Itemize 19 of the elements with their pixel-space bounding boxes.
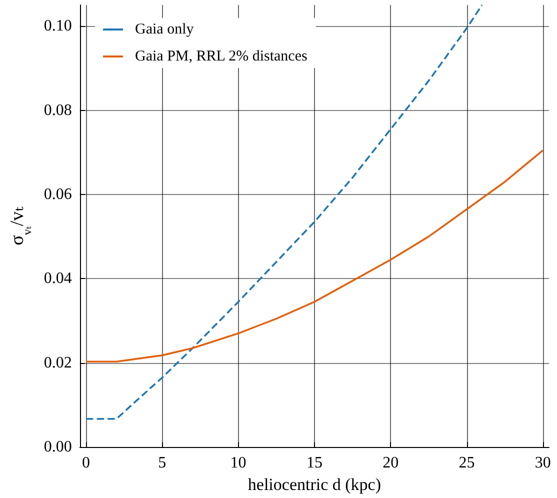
x-tick-label: 15: [306, 454, 322, 472]
x-tick-label: 10: [230, 454, 246, 472]
y-tick-label: 0.04: [44, 270, 72, 288]
line-series: [85, 4, 483, 420]
y-tick-label: 0.08: [44, 102, 72, 119]
x-tick-label: 5: [158, 454, 166, 472]
y-axis-title: σvₜ/vₜ: [7, 206, 34, 246]
x-tick-label: 20: [382, 454, 399, 472]
y-tick-label: 0.02: [44, 354, 72, 372]
y-tick-label: 0.10: [44, 18, 72, 35]
line-series: [85, 149, 544, 363]
y-tick-label: 0.00: [44, 438, 72, 456]
x-tick-label: 25: [458, 454, 475, 472]
legend-label: Gaia only: [135, 22, 194, 38]
legend-label: Gaia PM, RRL 2% distances: [135, 48, 308, 64]
y-tick-label: 0.06: [44, 186, 72, 203]
x-tick-label: 30: [534, 454, 551, 472]
x-axis-title: heliocentric d (kpc): [248, 475, 382, 494]
x-tick-label: 0: [82, 454, 90, 472]
